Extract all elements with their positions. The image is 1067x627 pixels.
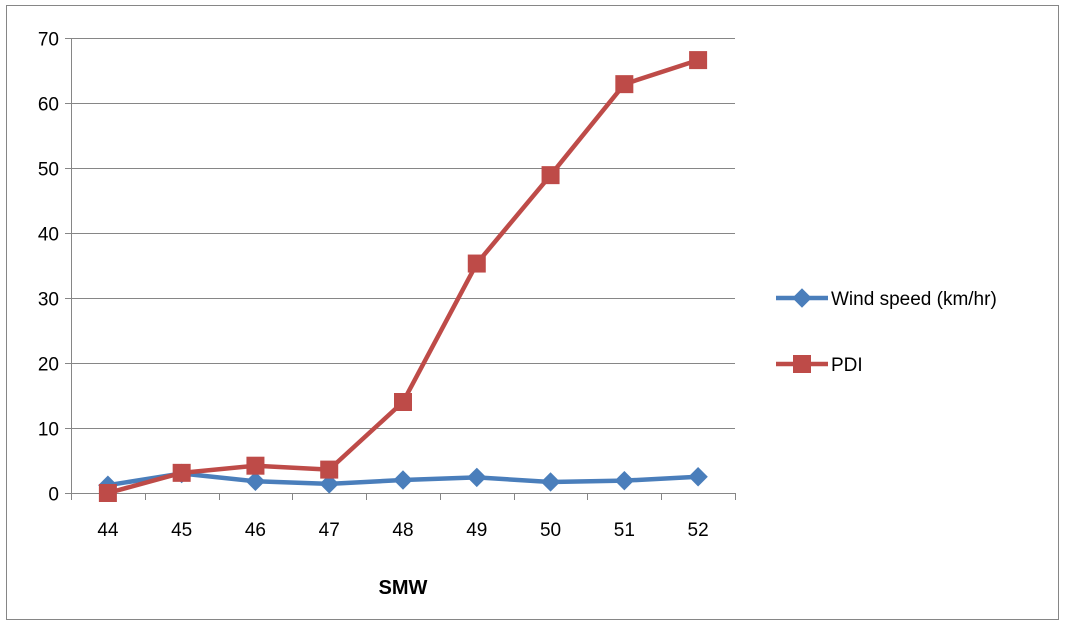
gridlines [71,38,735,429]
data-point [246,456,265,475]
x-tick-label: 44 [97,520,119,541]
y-tick-label: 30 [38,290,59,311]
y-tick-label: 70 [38,30,59,51]
x-tick-label: 46 [245,520,266,541]
x-tick-label: 50 [540,520,561,541]
data-point [393,470,413,490]
chart-area-border [6,5,1059,620]
legend-label: PDI [831,355,863,376]
data-point [467,254,486,273]
x-tick-label: 51 [614,520,635,541]
data-point [98,484,117,502]
legend-marker [792,288,812,308]
y-tick-label: 60 [38,95,59,116]
legend-item: PDI [776,355,863,376]
legend-marker [793,355,811,373]
data-point [320,460,339,479]
data-point [541,166,560,185]
data-point [467,467,487,488]
series-1 [98,51,708,502]
data-point [394,393,412,411]
y-tick-label: 20 [38,355,59,376]
x-tick-label: 52 [688,520,709,541]
legend-label: Wind speed (km/hr) [831,289,997,310]
data-point [689,51,708,70]
x-tick-label: 48 [392,520,413,541]
y-tick-label: 10 [38,420,59,441]
y-tick-label: 50 [38,160,59,181]
series-layer [98,51,708,502]
data-point [688,467,708,487]
data-point [614,470,635,491]
legend: Wind speed (km/hr) PDI [776,288,997,376]
y-tick-label: 0 [48,485,59,506]
x-tick-label: 49 [466,520,487,541]
data-point [615,75,634,94]
x-tick-label: 45 [171,520,192,541]
x-tick-label: 47 [319,520,340,541]
data-point [172,463,191,482]
data-point [540,472,561,492]
legend-item: Wind speed (km/hr) [776,288,997,310]
data-point [245,471,266,492]
data-point [319,474,339,494]
y-tick-label: 40 [38,225,59,246]
axes: 0 10 20 30 40 50 60 70 44 45 46 47 48 49 50 51 52 [38,30,736,541]
x-axis-title: SMW [379,577,428,599]
